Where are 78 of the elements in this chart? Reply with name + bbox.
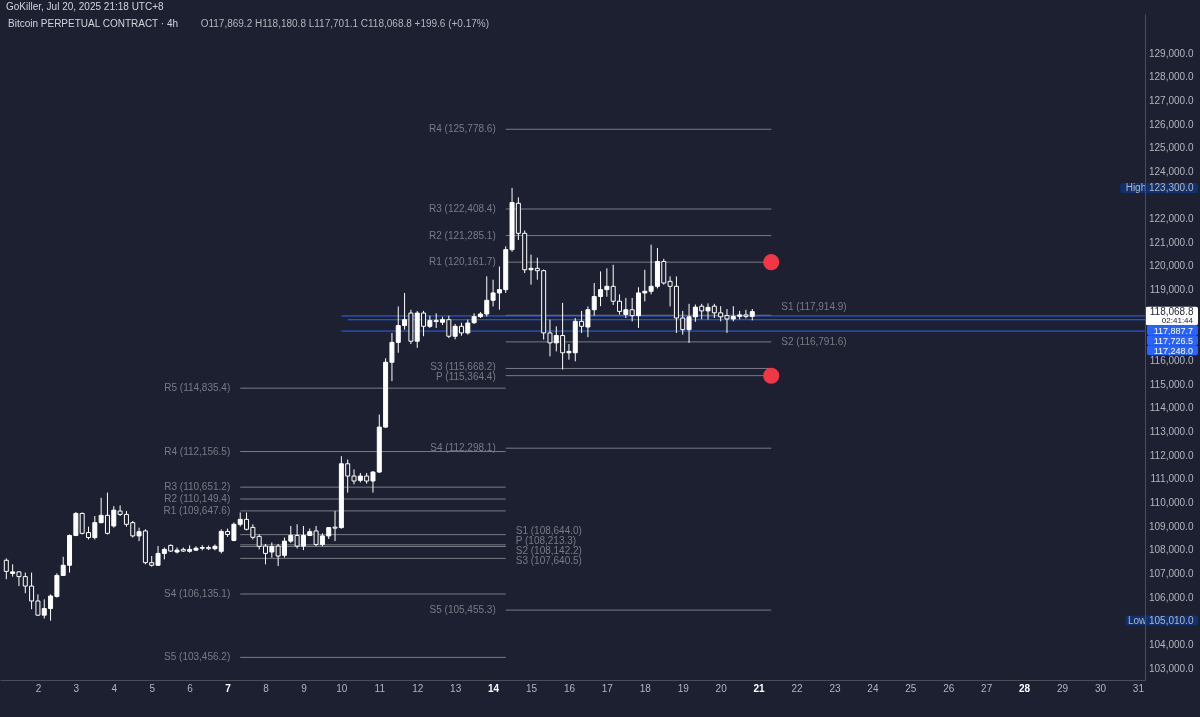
y-tick-label: 108,000.0 [1149, 544, 1194, 556]
x-tick-label: 24 [867, 682, 879, 694]
annotation: 117,248.0 [1153, 345, 1193, 356]
y-tick-label: 129,000.0 [1149, 47, 1194, 59]
x-tick-label: 21 [753, 682, 766, 694]
x-tick-label: 22 [791, 682, 804, 694]
chart-title: Bitcoin PERPETUAL CONTRACT · 4h [8, 18, 179, 29]
series-label: S2 (116,791.6) [781, 335, 847, 347]
x-tick-label: 13 [450, 682, 462, 694]
x-tick-label: 28 [1019, 682, 1031, 694]
series-label: R4 (112,156.5) [164, 445, 231, 457]
x-tick-label: 25 [905, 682, 917, 694]
y-tick-label: 111,000.0 [1150, 473, 1194, 485]
y-tick-label: 125,000.0 [1149, 142, 1194, 154]
y-tick-label: 113,000.0 [1149, 426, 1194, 438]
y-tick-label: 126,000.0 [1149, 118, 1194, 130]
x-tick-label: 23 [829, 682, 841, 694]
x-tick-label: 19 [677, 682, 690, 694]
series-label: S4 (112,298.1) [430, 442, 496, 454]
x-tick-label: 29 [1056, 682, 1069, 694]
text: GoKiller, Jul 20, 2025 21:18 UTC+8 [6, 1, 165, 12]
x-tick-label: 20 [715, 682, 728, 694]
y-tick-label: 124,000.0 [1149, 165, 1194, 177]
series-label: R5 (114,835.4) [164, 382, 231, 394]
series-label: S4 (106,135.1) [164, 588, 231, 599]
x-tick-label: 3 [73, 682, 80, 694]
annotation: 117,887.7 [1153, 325, 1193, 336]
y-tick-label: 103,000.0 [1149, 662, 1194, 674]
x-tick-label: 10 [336, 682, 348, 694]
series-label: R1 (109,647.6) [163, 504, 231, 516]
y-tick-label: 106,000.0 [1149, 591, 1194, 603]
y-tick-label: 122,000.0 [1149, 213, 1194, 225]
x-tick-label: 17 [601, 682, 614, 694]
y-tick-label: 110,000.0 [1149, 497, 1194, 509]
series-label: R2 (121,285.1) [429, 229, 496, 241]
x-tick-label: 5 [149, 682, 156, 694]
series-label: S5 (105,455.3) [429, 604, 496, 616]
annotation: O117,869.2 H118,180.8 L117,701.1 C118,068.8 +199.6 (+0.17%) [200, 18, 490, 29]
x-tick-label: 27 [981, 682, 993, 694]
x-tick-label: 4 [111, 682, 118, 694]
y-tick-label: 104,000.0 [1149, 639, 1194, 651]
x-tick-label: 16 [563, 682, 576, 694]
x-tick-label: 31 [1132, 682, 1145, 694]
y-tick-label: 112,000.0 [1149, 449, 1194, 461]
annotation: 117,726.5 [1153, 335, 1193, 346]
x-tick-label: 14 [488, 682, 500, 694]
x-tick-label: 30 [1094, 682, 1107, 694]
x-tick-label: 11 [374, 682, 386, 694]
y-tick-label: 114,000.0 [1149, 402, 1194, 414]
y-tick-label: 119,000.0 [1149, 284, 1194, 296]
y-tick-label: 121,000.0 [1149, 236, 1194, 248]
x-tick-label: 2 [35, 682, 42, 694]
y-tick-label: 116,000.0 [1149, 355, 1194, 367]
series-label: R3 (110,651.2) [164, 481, 231, 493]
series-label: R1 (120,161.7) [429, 256, 496, 268]
y-tick-label: 128,000.0 [1149, 71, 1194, 83]
y-tick-label: 118,068.8 [1149, 306, 1194, 318]
series-label: S1 (108,644.0) [515, 525, 582, 537]
x-tick-label: 26 [943, 682, 955, 694]
y-tick-label: 107,000.0 [1149, 568, 1194, 580]
x-tick-label: 9 [301, 682, 308, 694]
y-tick-label: 109,000.0 [1149, 520, 1194, 532]
x-tick-label: 8 [263, 682, 270, 694]
series-label: R3 (122,408.4) [429, 202, 496, 214]
y-tick-label: 115,000.0 [1149, 378, 1194, 390]
text: 02:41:44 [1161, 315, 1194, 325]
x-tick-label: 7 [225, 682, 232, 694]
x-tick-label: 18 [639, 682, 652, 694]
series-label: S1 (117,914.9) [781, 300, 847, 312]
series-label: R4 (125,778.6) [429, 123, 496, 135]
series-label: S5 (103,456.2) [164, 651, 231, 663]
y-tick-label: 127,000.0 [1149, 94, 1194, 106]
y-tick-label: 120,000.0 [1149, 260, 1194, 272]
x-tick-label: 12 [412, 682, 424, 694]
series-label: S3 (115,668.2) [430, 361, 496, 373]
x-tick-label: 15 [525, 682, 538, 694]
x-tick-label: 6 [187, 682, 194, 694]
series-label: R2 (110,149.4) [164, 493, 231, 505]
